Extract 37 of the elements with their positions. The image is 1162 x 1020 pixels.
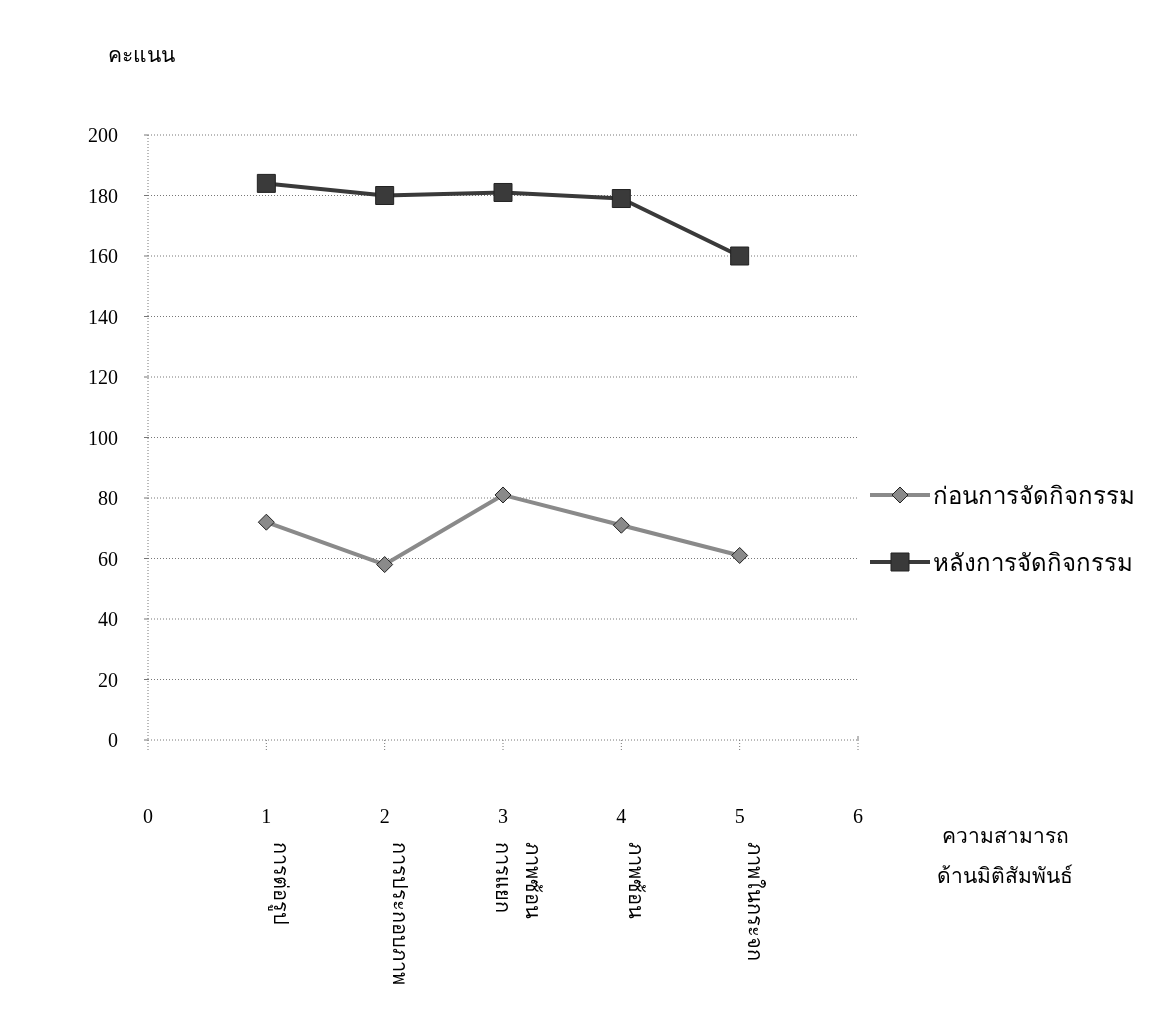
- x-tick-label: 3: [498, 805, 508, 827]
- x-tick-label: 1: [261, 805, 272, 827]
- point: [256, 173, 276, 193]
- y-tick-label: 200: [88, 124, 118, 146]
- legend-label: หลังการจัดกิจกรรม: [933, 550, 1133, 576]
- y-tick-label: 120: [88, 366, 118, 388]
- text: การต่อรูป: [268, 842, 293, 925]
- y-tick-label: 100: [88, 426, 118, 449]
- x-tick-label: 5: [734, 805, 745, 827]
- text: ภาพในกระจก: [743, 842, 766, 961]
- point: [376, 556, 394, 574]
- y-tick-label: 0: [108, 729, 118, 751]
- text: การประกอบภาพ: [388, 842, 411, 985]
- point: [612, 516, 630, 534]
- y-tick-label: 140: [88, 305, 118, 328]
- y-axis-title: คะแนน: [108, 43, 175, 67]
- y-tick-label: 20: [98, 668, 118, 691]
- x-tick-label: 0: [143, 805, 153, 827]
- x-axis-title: ความสามารถ ด้านมิติสัมพันธ์: [937, 824, 1073, 888]
- y-tick-label: 40: [98, 608, 118, 630]
- point: [731, 546, 749, 564]
- text: ภาพซ้อน: [625, 842, 648, 919]
- point: [257, 513, 275, 531]
- text: การแยก ภาพซ้อน: [492, 842, 544, 919]
- legend-label: ก่อนการจัดกิจกรรม: [933, 483, 1135, 509]
- x-tick-label: 6: [853, 805, 863, 827]
- x-tick-label: 4: [616, 805, 627, 827]
- y-tick-label: 60: [98, 547, 118, 570]
- y-tick-label: 180: [88, 184, 118, 207]
- point: [730, 246, 750, 266]
- x-tick-label: 2: [379, 805, 390, 827]
- y-tick-label: 160: [88, 245, 118, 267]
- point: [493, 182, 513, 202]
- point: [611, 189, 631, 209]
- point: [375, 186, 395, 205]
- point: [494, 486, 512, 504]
- y-tick-label: 80: [98, 487, 118, 509]
